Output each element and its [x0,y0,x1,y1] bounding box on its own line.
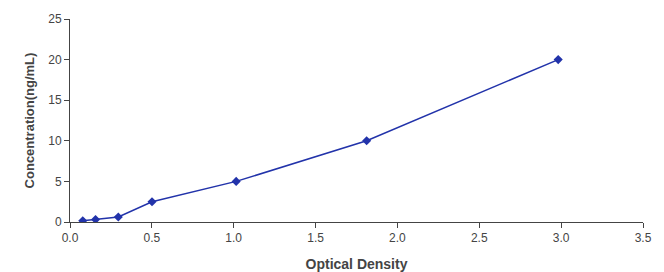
svg-text:10: 10 [48,134,62,148]
svg-text:2.0: 2.0 [389,231,406,245]
svg-text:2.5: 2.5 [471,231,488,245]
svg-text:0.0: 0.0 [62,231,79,245]
svg-text:1.0: 1.0 [225,231,242,245]
svg-text:5: 5 [55,175,62,189]
svg-text:Concentration(ng/mL): Concentration(ng/mL) [22,53,37,189]
svg-text:0: 0 [55,215,62,229]
svg-text:0.5: 0.5 [144,231,161,245]
svg-text:Optical Density: Optical Density [306,256,408,272]
svg-text:25: 25 [48,12,62,26]
svg-text:1.5: 1.5 [307,231,324,245]
svg-text:3.5: 3.5 [635,231,652,245]
svg-text:3.0: 3.0 [553,231,570,245]
svg-text:15: 15 [48,93,62,107]
svg-text:20: 20 [48,53,62,67]
